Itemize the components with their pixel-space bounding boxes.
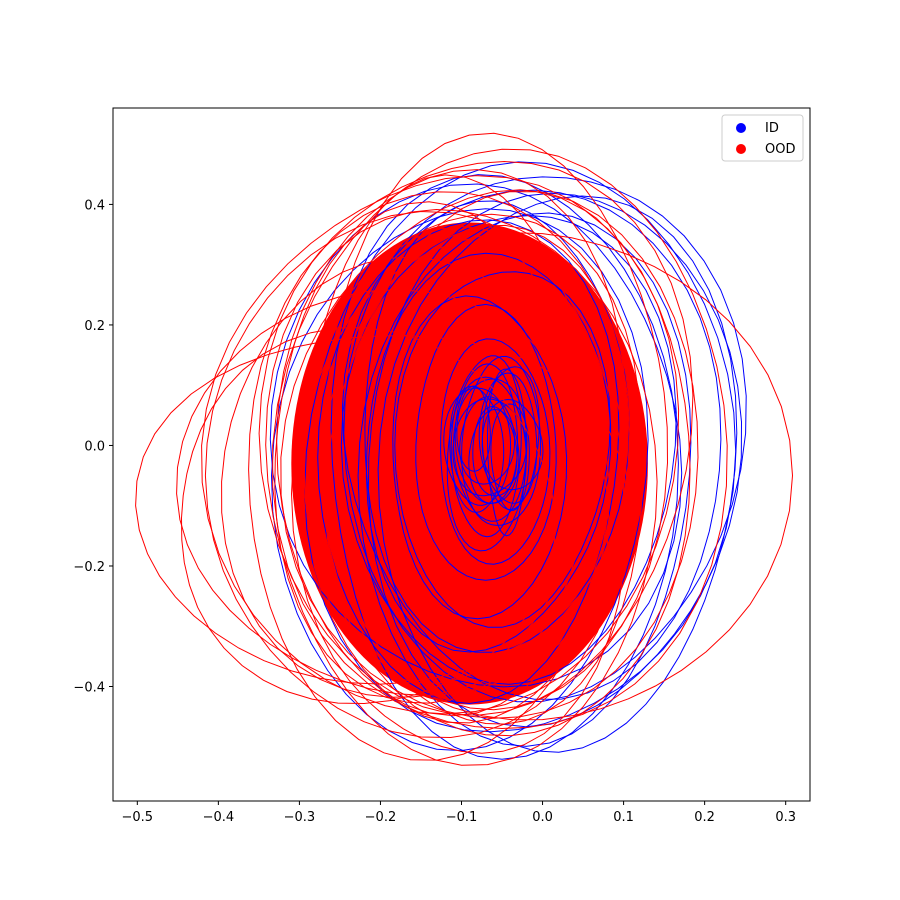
ood-curve: [258, 160, 694, 716]
id-curve: [365, 252, 612, 653]
id-inner-trace: [486, 368, 527, 537]
ood-curve: [135, 335, 625, 685]
id-inner-trace: [461, 355, 542, 526]
ood-curve: [221, 256, 610, 698]
id-inner-trace: [456, 385, 491, 472]
ood-curve: [303, 174, 590, 685]
id-curve: [269, 183, 683, 688]
id-curve: [415, 303, 557, 581]
id-curve: [377, 195, 738, 753]
plot-data-layer: [135, 132, 794, 766]
y-tick-label: 0.0: [84, 439, 105, 454]
ood-curve: [274, 201, 588, 704]
ood-curve: [324, 132, 669, 711]
y-axis-ticks: −0.4 −0.2 0.0 0.2 0.4: [73, 198, 113, 696]
ood-curve: [303, 232, 794, 721]
id-curve: [330, 174, 679, 760]
ood-curve: [180, 327, 556, 705]
id-curve: [367, 192, 743, 728]
ood-curve: [298, 213, 641, 724]
x-tick-label: 0.3: [775, 810, 796, 825]
ood-curve: [248, 191, 631, 761]
legend-marker-id: [736, 123, 746, 133]
x-tick-label: −0.4: [203, 810, 235, 825]
id-curve: [304, 161, 737, 733]
ood-curve: [290, 225, 628, 754]
id-curve: [317, 219, 620, 705]
id-series-curves: [269, 161, 747, 760]
x-tick-label: −0.2: [365, 810, 397, 825]
id-curve: [446, 376, 527, 552]
legend: ID OOD: [721, 114, 804, 162]
id-curve: [341, 189, 722, 700]
ood-curve: [201, 175, 680, 715]
x-tick-label: −0.3: [284, 810, 316, 825]
id-curve: [270, 208, 649, 752]
id-curve: [364, 200, 631, 653]
legend-label-ood: OOD: [765, 142, 795, 157]
x-tick-label: 0.1: [613, 810, 634, 825]
id-inner-trace: [459, 396, 516, 485]
legend-marker-ood: [736, 144, 746, 154]
ood-curve: [321, 224, 643, 725]
x-axis-ticks: −0.5 −0.4 −0.3 −0.2 −0.1 0.0 0.1 0.2 0.3: [122, 801, 796, 825]
legend-label-id: ID: [765, 121, 779, 136]
y-tick-label: 0.2: [84, 319, 105, 334]
x-tick-label: 0.0: [532, 810, 553, 825]
id-inner-trace: [481, 398, 544, 491]
id-curve: [468, 408, 520, 504]
y-tick-label: −0.4: [73, 681, 105, 696]
ood-curve: [272, 148, 728, 730]
ood-curve: [204, 210, 627, 739]
y-tick-label: 0.4: [84, 198, 105, 213]
ood-curve: [176, 289, 610, 697]
x-tick-label: 0.2: [694, 810, 715, 825]
x-tick-label: −0.1: [446, 810, 478, 825]
ood-curve: [280, 189, 699, 719]
ood-curve: [324, 191, 691, 737]
id-inner-trace: [449, 385, 505, 513]
y-tick-label: −0.2: [73, 560, 105, 575]
x-tick-label: −0.5: [122, 810, 154, 825]
id-inner-trace: [472, 405, 518, 497]
id-curve: [440, 338, 551, 565]
id-inner-trace: [478, 372, 538, 504]
id-curve: [394, 271, 611, 628]
id-curve: [340, 214, 677, 685]
ood-curve: [265, 208, 658, 766]
id-inner-trace: [450, 355, 522, 538]
ood-series-curves: [135, 132, 794, 766]
id-curve: [443, 387, 512, 506]
